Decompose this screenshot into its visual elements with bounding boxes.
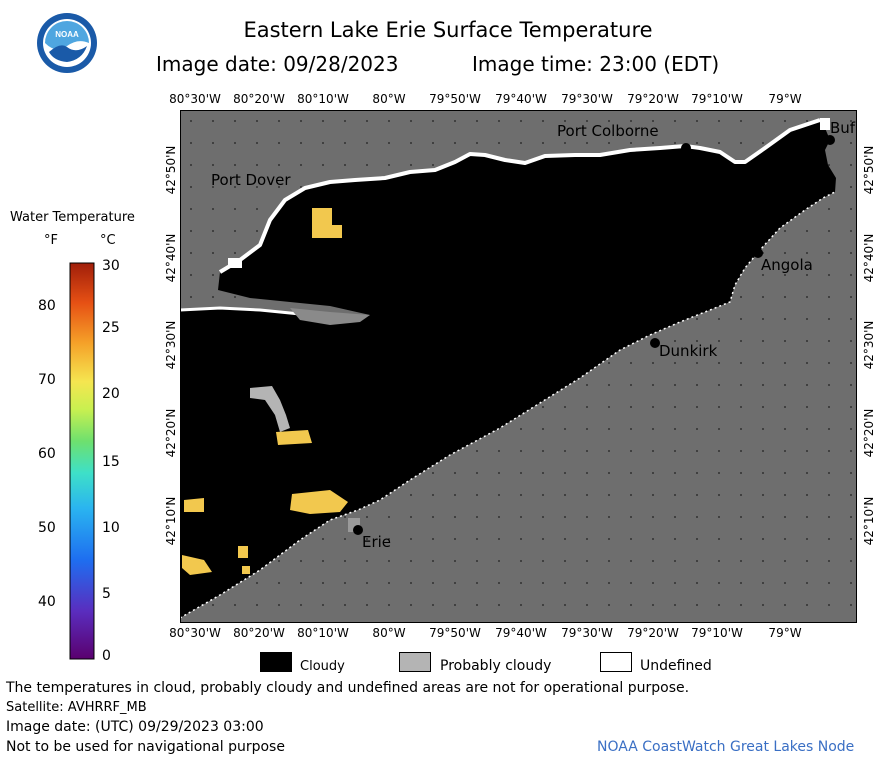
logo-text: NOAA — [55, 30, 79, 39]
temperature-patch — [290, 490, 348, 514]
city-label-angola: Angola — [761, 256, 813, 274]
probably-cloudy-label: Probably cloudy — [440, 658, 552, 674]
temperature-patch — [312, 208, 342, 238]
unit-fahrenheit: °F — [44, 233, 58, 248]
lon-label-bottom: 79°W — [768, 626, 802, 640]
lon-label-top: 80°20'W — [233, 92, 285, 106]
undefined-patch — [228, 258, 242, 268]
lon-label-bottom: 80°20'W — [233, 626, 285, 640]
lon-label-top: 80°30'W — [169, 92, 221, 106]
lat-label-right: 42°50'N — [862, 145, 876, 195]
lat-label-right: 42°10'N — [862, 496, 876, 546]
undefined-label: Undefined — [640, 658, 712, 674]
fahrenheit-tick: 40 — [38, 594, 56, 610]
lat-label-left: 42°30'N — [164, 320, 178, 370]
image-time: Image time: 23:00 (EDT) — [472, 52, 720, 76]
cloudy-swatch — [260, 652, 292, 672]
city-label-erie: Erie — [362, 533, 392, 551]
lon-label-top: 79°30'W — [561, 92, 613, 106]
color-bar — [69, 262, 95, 660]
fahrenheit-tick: 60 — [38, 446, 56, 462]
lon-label-top: 80°10'W — [297, 92, 349, 106]
city-marker-buffalo — [825, 135, 835, 145]
undefined-patch — [820, 118, 830, 130]
lat-label-left: 42°10'N — [164, 496, 178, 546]
image-date: Image date: 09/28/2023 — [156, 52, 399, 76]
temperature-patch — [184, 498, 204, 512]
unit-celsius: °C — [100, 233, 116, 248]
city-marker-port-dover — [306, 190, 314, 198]
city-marker-port-colborne — [681, 143, 691, 153]
lon-label-top: 79°50'W — [429, 92, 481, 106]
celsius-tick: 5 — [102, 586, 111, 602]
city-marker-erie — [353, 525, 363, 535]
lon-label-top: 79°10'W — [691, 92, 743, 106]
temperature-patch — [276, 430, 312, 445]
navigation-note: Not to be used for navigational purpose — [6, 739, 285, 755]
satellite: Satellite: AVHRRF_MB — [6, 700, 147, 715]
utc-date: Image date: (UTC) 09/29/2023 03:00 — [6, 719, 264, 735]
celsius-tick: 20 — [102, 386, 120, 402]
city-marker-dunkirk — [650, 338, 660, 348]
lon-label-bottom: 80°30'W — [169, 626, 221, 640]
lon-label-bottom: 80°W — [372, 626, 406, 640]
city-label-buffalo: Buf — [830, 119, 856, 137]
undefined-swatch — [600, 652, 632, 672]
fahrenheit-tick: 80 — [38, 298, 56, 314]
lake-area — [180, 120, 836, 618]
city-label-port-dover: Port Dover — [211, 171, 291, 189]
lat-label-left: 42°20'N — [164, 408, 178, 458]
lon-label-bottom: 79°20'W — [627, 626, 679, 640]
fahrenheit-tick: 50 — [38, 520, 56, 536]
fahrenheit-tick: 70 — [38, 372, 56, 388]
celsius-tick: 10 — [102, 520, 120, 536]
lat-label-left: 42°50'N — [164, 145, 178, 195]
lon-label-bottom: 79°30'W — [561, 626, 613, 640]
celsius-tick: 30 — [102, 258, 120, 274]
color-bar-title: Water Temperature — [10, 210, 135, 225]
probably-cloudy-swatch — [399, 652, 431, 672]
city-label-port-colborne: Port Colborne — [557, 122, 659, 140]
cloudy-label: Cloudy — [300, 659, 345, 674]
lon-label-top: 80°W — [372, 92, 406, 106]
noaa-logo: NOAA — [37, 13, 97, 73]
temperature-patch — [242, 566, 250, 574]
map-title: Eastern Lake Erie Surface Temperature — [243, 18, 653, 42]
undefined-edge — [218, 118, 821, 274]
probably-cloudy-area — [290, 308, 370, 325]
lon-label-bottom: 80°10'W — [297, 626, 349, 640]
credit: NOAA CoastWatch Great Lakes Node — [597, 739, 855, 755]
lat-label-right: 42°20'N — [862, 408, 876, 458]
lon-label-top: 79°W — [768, 92, 802, 106]
lon-label-top: 79°40'W — [495, 92, 547, 106]
city-marker-angola — [753, 248, 763, 258]
city-label-dunkirk: Dunkirk — [659, 342, 718, 360]
temperature-patch — [182, 555, 212, 575]
lon-label-top: 79°20'W — [627, 92, 679, 106]
lake-map — [180, 110, 857, 623]
celsius-tick: 0 — [102, 648, 111, 664]
lat-label-right: 42°40'N — [862, 233, 876, 283]
temperature-patch — [238, 546, 248, 558]
lat-label-right: 42°30'N — [862, 320, 876, 370]
celsius-tick: 25 — [102, 320, 120, 336]
celsius-tick: 15 — [102, 454, 120, 470]
lon-label-bottom: 79°10'W — [691, 626, 743, 640]
lon-label-bottom: 79°50'W — [429, 626, 481, 640]
lat-label-left: 42°40'N — [164, 233, 178, 283]
lon-label-bottom: 79°40'W — [495, 626, 547, 640]
probably-cloudy-area — [250, 386, 290, 432]
disclaimer: The temperatures in cloud, probably clou… — [6, 680, 690, 696]
